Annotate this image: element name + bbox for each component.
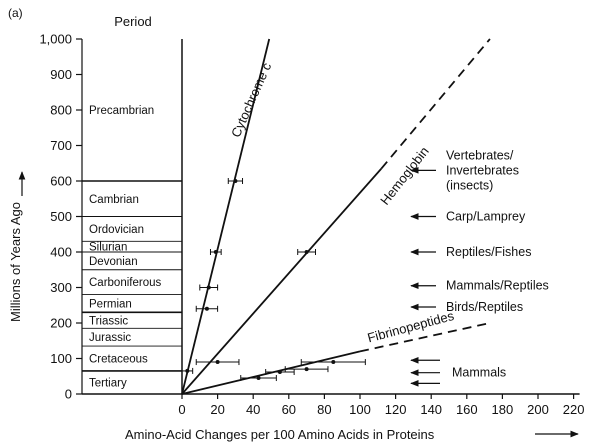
series-label: Hemoglobin xyxy=(377,144,432,208)
period-label: Triassic xyxy=(89,315,128,327)
annotation-label: Vertebrates/ xyxy=(446,148,514,162)
data-point xyxy=(204,306,209,311)
x-tick-label: 60 xyxy=(282,402,296,417)
period-label: Permian xyxy=(89,298,132,310)
annotation-label: Birds/Reptiles xyxy=(446,300,523,314)
x-tick-label: 0 xyxy=(178,402,185,417)
period-label: Silurian xyxy=(89,242,127,254)
x-axis-title: Amino-Acid Changes per 100 Amino Acids i… xyxy=(125,427,435,442)
plot-area: Tertiary Cretaceous Jurassic Triassic Permia… xyxy=(18,32,585,438)
x-tick-label: 80 xyxy=(317,402,331,417)
period-header: Period xyxy=(114,14,152,29)
series-line xyxy=(181,38,271,395)
annotation-label: (insects) xyxy=(446,178,493,192)
period-label: Precambrian xyxy=(89,105,154,117)
annotation-label: Mammals xyxy=(452,366,506,380)
data-point xyxy=(277,369,282,374)
x-tick-label: 140 xyxy=(420,402,442,417)
y-tick-label: 400 xyxy=(50,245,72,260)
y-tick-label: 300 xyxy=(50,280,72,295)
data-point xyxy=(304,367,309,372)
y-tick-label: 100 xyxy=(50,351,72,366)
period-label: Jurassic xyxy=(89,332,131,344)
y-tick-label: 0 xyxy=(65,387,72,402)
period-label: Devonian xyxy=(89,256,138,268)
data-point xyxy=(304,250,309,254)
data-point xyxy=(215,360,220,365)
x-tick-label: 200 xyxy=(527,402,549,417)
series-label: Cytochrome c xyxy=(228,60,275,140)
y-axis-title: Millions of Years Ago xyxy=(8,202,23,322)
data-point xyxy=(213,250,218,254)
y-tick-label: 200 xyxy=(50,316,72,331)
series-line xyxy=(181,350,361,395)
data-point xyxy=(206,285,211,290)
period-label: Cambrian xyxy=(89,194,139,206)
period-label: Cretaceous xyxy=(89,354,148,366)
x-tick-label: 40 xyxy=(246,402,260,417)
y-tick-label: 1,000 xyxy=(39,32,72,47)
panel-label: (a) xyxy=(8,6,23,20)
annotation-label: Reptiles/Fishes xyxy=(446,245,531,259)
x-tick-label: 100 xyxy=(349,402,371,417)
data-point xyxy=(185,368,190,373)
series-line-extrapolated xyxy=(359,322,491,353)
x-tick-label: 160 xyxy=(456,402,478,417)
y-tick-label: 500 xyxy=(50,209,72,224)
y-tick-label: 700 xyxy=(50,138,72,153)
series-line xyxy=(181,167,383,395)
annotation-label: Invertebrates xyxy=(446,163,519,177)
period-label: Ordovician xyxy=(89,224,144,236)
series-line-extrapolated xyxy=(380,38,491,170)
annotation-label: Mammals/Reptiles xyxy=(446,279,549,293)
period-label: Carboniferous xyxy=(89,277,161,289)
data-point xyxy=(256,376,261,381)
period-label: Tertiary xyxy=(89,377,127,389)
x-tick-label: 120 xyxy=(385,402,407,417)
x-tick-label: 180 xyxy=(492,402,514,417)
data-point xyxy=(233,179,238,183)
y-tick-label: 600 xyxy=(50,174,72,189)
x-tick-label: 20 xyxy=(210,402,224,417)
data-point xyxy=(331,360,336,365)
x-tick-label: 220 xyxy=(563,402,585,417)
y-tick-label: 900 xyxy=(50,67,72,82)
annotation-label: Carp/Lamprey xyxy=(446,210,526,224)
y-tick-label: 800 xyxy=(50,103,72,118)
